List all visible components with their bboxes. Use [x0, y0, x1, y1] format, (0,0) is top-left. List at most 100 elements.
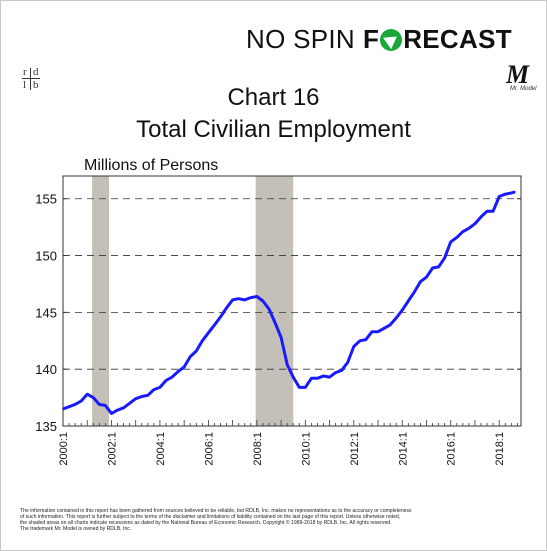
data-point	[443, 257, 446, 259]
data-point	[304, 386, 307, 389]
data-point	[310, 377, 313, 380]
data-point	[486, 210, 488, 213]
x-tick-label: 2008:1	[252, 432, 264, 466]
data-point	[514, 191, 516, 193]
x-tick-label: 2016:1	[446, 432, 458, 466]
data-point	[219, 316, 222, 318]
data-point	[431, 267, 434, 269]
employment-line	[62, 190, 516, 415]
data-point	[389, 324, 391, 326]
y-tick-label: 145	[35, 305, 57, 320]
data-point	[274, 321, 276, 324]
data-point	[449, 241, 452, 243]
data-point	[134, 397, 137, 400]
data-point	[316, 377, 319, 380]
data-point	[104, 404, 107, 407]
y-tick-label: 135	[35, 419, 57, 434]
data-point	[68, 405, 70, 408]
data-point	[171, 376, 173, 378]
data-point	[177, 370, 179, 373]
data-point	[365, 338, 367, 341]
mr-model-logo: M Mr. Model	[506, 60, 537, 92]
data-point	[201, 339, 204, 342]
brand-logo: NO SPIN F RECAST	[246, 24, 512, 54]
data-point	[231, 299, 234, 301]
data-point	[213, 324, 216, 326]
data-point	[153, 388, 155, 391]
data-point	[128, 402, 131, 405]
data-point	[322, 375, 325, 377]
data-point	[225, 307, 228, 309]
brand-prefix: NO SPIN	[246, 24, 356, 54]
data-point	[62, 408, 64, 410]
data-point	[492, 210, 494, 213]
data-point	[140, 395, 143, 398]
data-point	[383, 327, 385, 330]
data-point	[371, 330, 373, 333]
data-point	[352, 345, 355, 348]
x-tick-label: 2012:1	[349, 432, 361, 466]
data-point	[159, 386, 161, 389]
data-point	[328, 376, 331, 378]
x-tick-label: 2010:1	[300, 432, 312, 466]
data-point	[116, 409, 119, 411]
data-point	[510, 192, 513, 194]
data-point	[250, 296, 252, 299]
data-point	[122, 407, 125, 409]
data-point	[256, 295, 258, 298]
y-axis-label: Millions of Persons	[84, 157, 219, 174]
data-point	[92, 396, 95, 399]
x-tick-label: 2014:1	[397, 432, 409, 466]
data-point	[455, 236, 458, 239]
data-point	[262, 300, 264, 302]
data-point	[359, 339, 361, 342]
data-point	[340, 369, 343, 372]
data-point	[86, 393, 89, 395]
x-tick-label: 2006:1	[203, 432, 215, 466]
data-point	[189, 355, 192, 358]
disclaimer-footer: The information contained in this report…	[20, 508, 412, 533]
data-point	[480, 216, 482, 218]
data-point	[474, 222, 476, 225]
x-tick-label: 2004:1	[155, 432, 167, 466]
data-point	[280, 336, 282, 339]
y-tick-label: 150	[35, 249, 57, 264]
data-point	[286, 363, 288, 366]
data-point	[292, 376, 295, 378]
data-point	[419, 280, 422, 283]
plot-border	[62, 175, 522, 427]
data-point	[74, 403, 76, 406]
data-point	[504, 193, 507, 195]
chart-title: Chart 16	[227, 84, 320, 111]
data-point	[377, 330, 379, 333]
data-point	[401, 309, 404, 311]
data-point	[334, 371, 337, 374]
chart-subtitle: Total Civilian Employment	[136, 116, 411, 143]
data-point	[346, 361, 349, 364]
data-point	[243, 299, 246, 301]
x-tick-label: 2018:1	[494, 432, 506, 466]
data-point	[147, 394, 149, 397]
data-point	[298, 386, 301, 389]
data-point	[395, 317, 398, 319]
data-point	[437, 266, 440, 268]
data-point	[98, 403, 101, 406]
data-point	[165, 379, 167, 382]
data-point	[425, 276, 428, 278]
recession-bar	[92, 176, 110, 426]
rdlb-logo: r d l b	[22, 66, 40, 91]
data-point	[413, 291, 416, 293]
data-point	[183, 366, 185, 368]
data-point	[407, 300, 410, 302]
arrow-circle-icon	[380, 29, 403, 51]
data-point	[237, 297, 240, 300]
y-tick-label: 140	[35, 362, 57, 377]
x-tick-label: 2000:1	[58, 432, 70, 466]
brand-main: F RECAST	[363, 24, 512, 54]
data-point	[207, 332, 210, 334]
data-point	[110, 412, 113, 415]
data-point	[468, 227, 470, 230]
data-point	[462, 230, 464, 233]
y-tick-label: 155	[35, 192, 57, 207]
